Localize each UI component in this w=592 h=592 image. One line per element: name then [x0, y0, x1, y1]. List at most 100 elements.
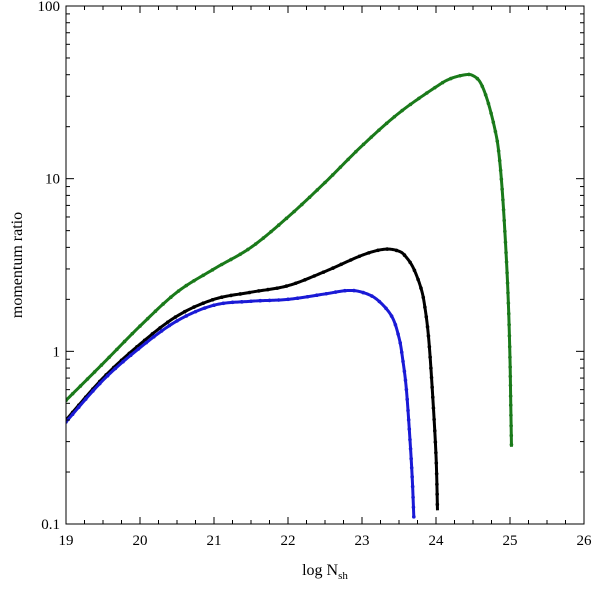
data-point [506, 301, 511, 305]
data-point [429, 375, 434, 380]
series-line [66, 288, 416, 517]
data-point [384, 121, 389, 126]
data-point [338, 165, 343, 169]
data-point [508, 374, 513, 379]
data-point [423, 305, 427, 310]
data-point [489, 111, 493, 115]
data-point [507, 334, 512, 338]
data-point [398, 341, 402, 345]
data-point [475, 76, 480, 81]
y-axis-label: momentum ratio [9, 212, 26, 318]
data-point [229, 257, 233, 262]
y-tick-label: 1 [53, 344, 61, 360]
data-point [419, 286, 423, 290]
data-point [324, 291, 329, 296]
data-point [361, 142, 366, 147]
data-point [508, 383, 513, 388]
data-point [496, 149, 501, 153]
data-point [286, 297, 290, 302]
data-point [78, 384, 83, 388]
data-point [113, 366, 118, 371]
x-tick-label: 26 [577, 533, 592, 549]
data-point [115, 347, 119, 352]
data-point [276, 298, 281, 302]
data-point [258, 298, 263, 303]
data-point [408, 447, 413, 451]
data-point [389, 314, 394, 318]
data-point [184, 283, 189, 288]
x-tick-label: 20 [133, 533, 148, 549]
series-layer [66, 72, 514, 519]
data-point [145, 316, 150, 321]
data-point [497, 158, 502, 163]
x-tick-label: 23 [355, 533, 370, 549]
data-point [315, 188, 320, 192]
data-point [312, 274, 317, 278]
data-point [193, 309, 198, 314]
data-point [503, 240, 508, 245]
y-tick-label: 100 [38, 0, 61, 15]
data-point [509, 442, 514, 447]
data-point [219, 262, 224, 267]
data-point [219, 295, 224, 300]
data-point [249, 299, 253, 304]
data-point [366, 251, 371, 255]
data-point [343, 288, 347, 293]
data-point [346, 157, 350, 162]
data-point [499, 177, 504, 182]
x-tick-label: 21 [207, 533, 222, 549]
data-point [275, 286, 280, 290]
data-point [354, 149, 358, 154]
data-point [405, 397, 410, 402]
data-point [92, 370, 97, 374]
x-tick-label: 19 [59, 533, 74, 549]
data-point [399, 350, 404, 355]
series-1 [66, 72, 514, 447]
data-point [348, 258, 353, 262]
data-point [128, 353, 133, 358]
data-point [495, 139, 500, 143]
series-3 [66, 288, 416, 519]
data-point [508, 403, 513, 407]
data-point [509, 433, 514, 438]
data-point [507, 344, 512, 349]
data-point [493, 129, 498, 134]
data-point [498, 168, 503, 173]
data-point [284, 284, 289, 288]
data-point [434, 461, 439, 465]
data-point [467, 72, 471, 77]
data-point [404, 387, 409, 392]
data-point [501, 198, 505, 202]
data-point [323, 180, 327, 185]
data-point [238, 252, 243, 257]
data-point [409, 456, 413, 461]
data-point [357, 254, 362, 259]
data-point [385, 247, 389, 251]
data-point [408, 260, 412, 265]
y-tick-label: 10 [45, 172, 60, 188]
data-point [449, 76, 453, 81]
series-line [66, 247, 439, 511]
data-point [502, 218, 507, 223]
data-point [402, 369, 407, 374]
data-point [426, 334, 431, 338]
data-point [144, 340, 148, 345]
data-point [392, 114, 397, 119]
data-point [70, 391, 75, 396]
data-point [435, 482, 439, 487]
data-point [253, 242, 258, 246]
data-point [201, 273, 206, 278]
data-point [175, 319, 179, 323]
data-point [182, 309, 187, 314]
data-point [410, 484, 415, 489]
data-point [434, 471, 439, 476]
data-point [201, 301, 206, 305]
data-point [247, 290, 252, 295]
data-point [377, 299, 382, 304]
data-point [238, 292, 243, 296]
data-point [85, 377, 90, 381]
data-point [246, 247, 250, 252]
data-point [435, 502, 440, 507]
data-point [411, 495, 415, 500]
